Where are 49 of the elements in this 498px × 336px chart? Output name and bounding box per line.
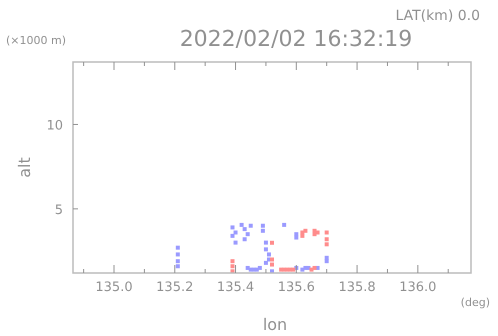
point xyxy=(282,222,286,227)
text: (deg) xyxy=(460,296,490,309)
point xyxy=(234,230,238,234)
y-tick-label: 10 xyxy=(46,118,63,134)
point xyxy=(176,252,180,256)
point xyxy=(230,264,235,268)
point xyxy=(324,230,329,234)
point xyxy=(324,256,329,260)
point xyxy=(294,236,298,240)
point xyxy=(324,242,329,246)
point xyxy=(230,225,235,230)
point xyxy=(264,240,268,245)
point xyxy=(234,240,238,245)
y-tick-label: 5 xyxy=(54,202,63,218)
point xyxy=(300,234,304,238)
point xyxy=(260,224,265,228)
point xyxy=(266,252,271,256)
point xyxy=(291,268,296,272)
point xyxy=(246,232,250,236)
point xyxy=(240,222,244,227)
x-tick-label: 135.0 xyxy=(95,280,133,295)
x-tick-label: 135.8 xyxy=(338,280,376,295)
point xyxy=(303,228,308,233)
x-tick-label: 135.6 xyxy=(278,280,315,295)
point xyxy=(309,268,314,272)
point xyxy=(176,264,180,268)
point xyxy=(270,257,274,262)
point xyxy=(258,266,262,270)
y-axis-title: alt xyxy=(15,157,34,178)
text: (×1000 m) xyxy=(6,34,66,47)
point xyxy=(270,240,274,245)
point xyxy=(260,228,265,233)
point xyxy=(230,259,235,264)
x-tick-label: 135.2 xyxy=(156,280,194,295)
text: LAT(km) 0.0 xyxy=(395,8,480,24)
x-axis-title: lon xyxy=(262,315,288,334)
point xyxy=(248,224,253,228)
point xyxy=(230,234,235,238)
point xyxy=(324,237,329,242)
point xyxy=(242,237,247,242)
point xyxy=(176,246,180,250)
x-tick-label: 136.0 xyxy=(399,280,436,295)
point xyxy=(264,247,268,252)
point xyxy=(270,262,274,267)
point xyxy=(176,259,180,264)
point xyxy=(264,260,268,265)
x-tick-label: 135.4 xyxy=(216,280,254,295)
point xyxy=(242,227,247,232)
chart-title: 2022/02/02 16:32:19 xyxy=(180,27,412,52)
